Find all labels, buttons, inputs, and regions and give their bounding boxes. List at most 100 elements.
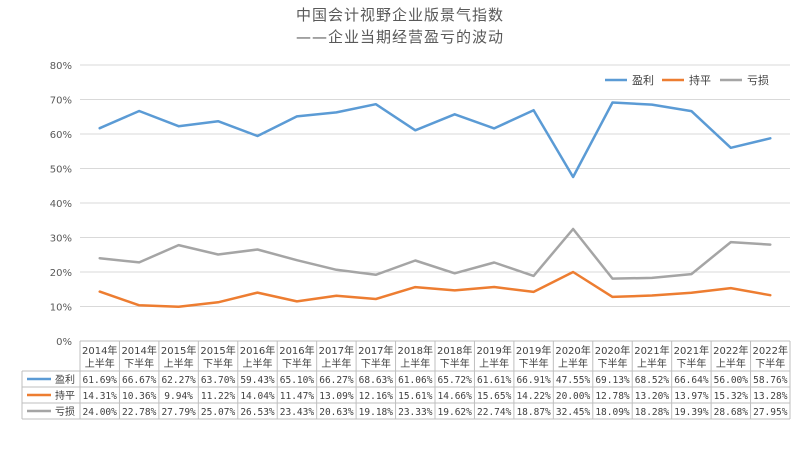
y-tick-label: 80%	[50, 61, 72, 72]
x-tick-label: 下半年	[676, 357, 706, 370]
data-label: 27.79%	[161, 407, 196, 418]
x-tick-label: 2016年	[240, 344, 275, 357]
x-tick-label: 2022年	[753, 344, 788, 357]
y-tick-label: 60%	[50, 130, 72, 141]
data-label: 14.04%	[240, 391, 275, 402]
data-label: 19.18%	[359, 407, 394, 418]
x-tick-label: 2022年	[713, 344, 748, 357]
data-label: 59.43%	[240, 375, 275, 386]
data-label: 65.10%	[280, 375, 315, 386]
data-label: 20.63%	[319, 407, 354, 418]
data-label: 62.27%	[161, 375, 196, 386]
x-tick-label: 2020年	[595, 344, 630, 357]
data-label: 66.27%	[319, 375, 354, 386]
legend-label: 盈利	[632, 74, 654, 87]
data-label: 25.07%	[201, 407, 236, 418]
data-label: 32.45%	[556, 407, 591, 418]
x-tick-label: 2016年	[279, 344, 314, 357]
y-axis: 0% 10% 20% 30% 40% 50% 60% 70% 80%	[50, 61, 72, 348]
x-tick-label: 上半年	[85, 357, 115, 370]
x-tick-label: 下半年	[755, 357, 785, 370]
data-label: 66.67%	[122, 375, 157, 386]
data-label: 24.00%	[83, 407, 118, 418]
x-tick-label: 上半年	[321, 357, 351, 370]
y-tick-label: 30%	[50, 234, 72, 245]
series-line-盈利	[98, 101, 772, 179]
data-label: 61.69%	[83, 375, 118, 386]
series-line-亏损	[98, 227, 772, 280]
x-tick-label: 2018年	[398, 344, 433, 357]
data-label: 14.66%	[438, 391, 473, 402]
data-label: 13.28%	[753, 391, 788, 402]
x-tick-label: 下半年	[440, 357, 470, 370]
chart-title: 中国会计视野企业版景气指数 ——企业当期经营盈亏的波动	[296, 6, 504, 46]
x-tick-label: 下半年	[598, 357, 628, 370]
legend-label: 持平	[689, 73, 711, 87]
data-label: 66.64%	[674, 375, 709, 386]
data-label: 22.74%	[477, 407, 512, 418]
x-tick-label: 下半年	[203, 357, 233, 370]
data-label: 15.65%	[477, 391, 512, 402]
y-tick-label: 0%	[56, 337, 72, 348]
x-tick-label: 上半年	[558, 357, 588, 370]
data-label: 14.31%	[83, 391, 118, 402]
data-label: 26.53%	[240, 407, 275, 418]
data-label: 15.61%	[398, 391, 433, 402]
data-label: 61.06%	[398, 375, 433, 386]
x-tick-label: 下半年	[519, 357, 549, 370]
x-tick-label: 上半年	[400, 357, 430, 370]
y-tick-label: 10%	[50, 303, 72, 314]
y-tick-label: 20%	[50, 268, 72, 279]
data-label: 13.09%	[319, 391, 354, 402]
data-label: 19.62%	[438, 407, 473, 418]
data-label: 9.94%	[164, 391, 193, 402]
data-label: 58.76%	[753, 375, 788, 386]
legend: 盈利 持平 亏损	[605, 73, 769, 87]
data-label: 12.16%	[359, 391, 394, 402]
data-label: 61.61%	[477, 375, 512, 386]
data-table: 2014年上半年2014年下半年2015年上半年2015年下半年2016年上半年…	[21, 340, 791, 420]
data-label: 18.28%	[635, 407, 670, 418]
x-tick-label: 2014年	[82, 344, 117, 357]
data-label: 47.55%	[556, 375, 591, 386]
data-label: 66.91%	[516, 375, 551, 386]
x-tick-label: 上半年	[243, 357, 273, 370]
table-series-name: 亏损	[55, 405, 75, 418]
x-tick-label: 上半年	[716, 357, 746, 370]
x-tick-label: 2017年	[319, 344, 354, 357]
data-label: 10.36%	[122, 391, 157, 402]
x-tick-label: 下半年	[361, 357, 391, 370]
x-tick-label: 2018年	[437, 344, 472, 357]
data-label: 20.00%	[556, 391, 591, 402]
x-tick-label: 2021年	[634, 344, 669, 357]
data-label: 68.63%	[359, 375, 394, 386]
data-label: 27.95%	[753, 407, 788, 418]
data-label: 23.33%	[398, 407, 433, 418]
data-label: 68.52%	[635, 375, 670, 386]
data-label: 13.20%	[635, 391, 670, 402]
y-tick-label: 50%	[50, 165, 72, 176]
data-label: 13.97%	[674, 391, 709, 402]
data-label: 23.43%	[280, 407, 315, 418]
x-tick-label: 2019年	[476, 344, 511, 357]
data-label: 11.22%	[201, 391, 236, 402]
x-tick-label: 下半年	[124, 357, 154, 370]
x-tick-label: 2019年	[516, 344, 551, 357]
data-label: 69.13%	[595, 375, 630, 386]
table-series-name: 盈利	[55, 374, 75, 386]
legend-label: 亏损	[747, 73, 769, 87]
gridlines	[80, 64, 790, 342]
x-tick-label: 2015年	[161, 344, 196, 357]
x-tick-label: 2021年	[674, 344, 709, 357]
x-tick-label: 2014年	[121, 344, 156, 357]
series-line-持平	[98, 270, 772, 308]
data-label: 14.22%	[516, 391, 551, 402]
x-tick-label: 2020年	[555, 344, 590, 357]
series-lines	[98, 101, 772, 308]
table-series-name: 持平	[55, 389, 75, 402]
x-tick-label: 上半年	[637, 357, 667, 370]
data-label: 56.00%	[714, 375, 749, 386]
chart-title-line: ——企业当期经营盈亏的波动	[296, 28, 504, 46]
data-label: 22.78%	[122, 407, 157, 418]
